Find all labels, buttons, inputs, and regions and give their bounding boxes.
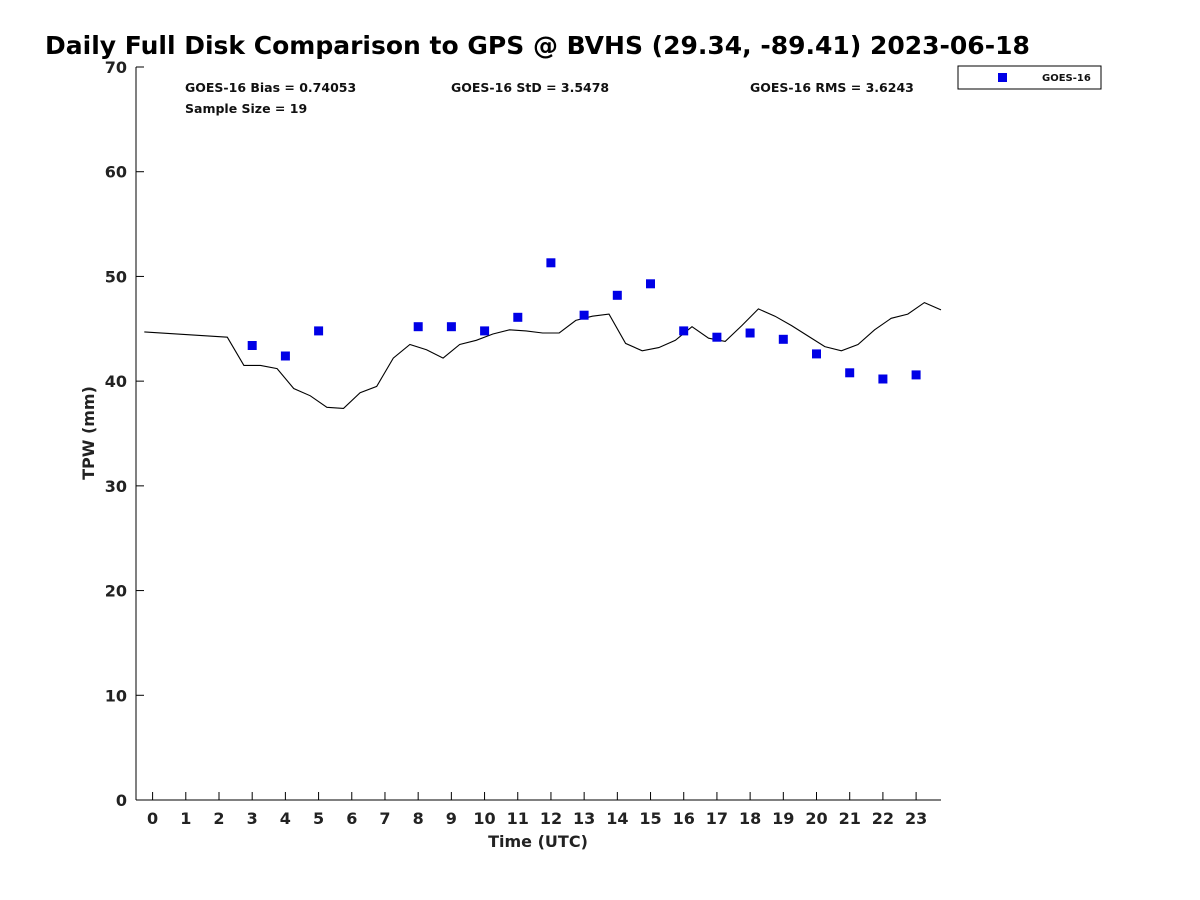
x-tick-label: 4	[280, 809, 291, 828]
goes16-point	[679, 326, 689, 336]
x-tick-label: 16	[673, 809, 695, 828]
x-tick-label: 17	[706, 809, 728, 828]
y-tick-label: 50	[105, 267, 127, 286]
gps-line-layer	[144, 301, 942, 409]
goes16-point	[646, 279, 655, 289]
x-tick-label: 2	[213, 809, 224, 828]
x-tick-label: 22	[872, 809, 894, 828]
goes16-point	[878, 374, 888, 384]
goes16-point	[812, 349, 821, 359]
chart-title: Daily Full Disk Comparison to GPS @ BVHS…	[45, 31, 1030, 60]
x-tick-label: 11	[507, 809, 529, 828]
goes16-point	[413, 322, 423, 332]
goes16-point	[247, 341, 257, 350]
goes16-point	[911, 370, 921, 380]
x-axis-label: Time (UTC)	[488, 832, 588, 851]
stat-std: GOES-16 StD = 3.5478	[451, 80, 609, 95]
goes16-point	[845, 368, 855, 378]
x-tick-label: 9	[446, 809, 457, 828]
legend-marker-goes16	[998, 73, 1007, 82]
goes16-point	[612, 290, 622, 300]
x-tick-label: 20	[805, 809, 827, 828]
goes16-point	[546, 258, 556, 268]
axes	[135, 67, 941, 801]
x-tick-label: 6	[346, 809, 357, 828]
x-tick-label: 8	[413, 809, 424, 828]
x-tick-label: 1	[180, 809, 191, 828]
goes16-point	[513, 312, 523, 322]
y-tick-label: 70	[105, 58, 127, 77]
legend: GOES-16	[957, 65, 1102, 90]
x-tick-label: 0	[147, 809, 158, 828]
goes16-point	[280, 351, 290, 361]
x-ticks: 0 1 2 3 4 5 6 7 8 9 10 11 12 13 14 15 16 17 18 19 20 21 22 23	[147, 792, 927, 828]
x-tick-label: 18	[739, 809, 761, 828]
x-tick-label: 3	[247, 809, 258, 828]
x-tick-label: 19	[772, 809, 794, 828]
stat-bias: GOES-16 Bias = 0.74053	[185, 80, 356, 95]
y-tick-label: 0	[116, 791, 127, 810]
y-tick-label: 60	[105, 163, 127, 182]
legend-box	[957, 65, 1102, 90]
legend-label-goes16: GOES-16	[1042, 73, 1091, 84]
x-tick-label: 15	[639, 809, 661, 828]
goes16-point	[778, 334, 788, 344]
goes16-point	[579, 310, 589, 320]
x-tick-label: 23	[905, 809, 927, 828]
y-ticks: 0 10 20 30 40 50 60 70	[105, 58, 144, 810]
x-tick-label: 13	[573, 809, 595, 828]
y-tick-label: 30	[105, 477, 127, 496]
y-tick-label: 40	[105, 372, 127, 391]
goes16-point	[745, 328, 755, 338]
y-tick-label: 20	[105, 582, 127, 601]
stat-sample-size: Sample Size = 19	[185, 101, 307, 116]
x-tick-label: 7	[379, 809, 390, 828]
goes16-point	[314, 326, 324, 336]
goes16-point	[712, 332, 722, 342]
y-tick-label: 10	[105, 686, 127, 705]
y-axis-label: TPW (mm)	[79, 386, 98, 480]
x-tick-label: 12	[540, 809, 562, 828]
x-tick-label: 21	[839, 809, 861, 828]
x-tick-label: 14	[606, 809, 628, 828]
goes16-point	[446, 322, 456, 332]
goes16-point	[480, 326, 490, 336]
x-tick-label: 10	[473, 809, 495, 828]
stat-rms: GOES-16 RMS = 3.6243	[750, 80, 914, 95]
gps-series-line	[144, 301, 942, 409]
goes16-points-layer	[247, 258, 921, 384]
x-tick-label: 5	[313, 809, 324, 828]
